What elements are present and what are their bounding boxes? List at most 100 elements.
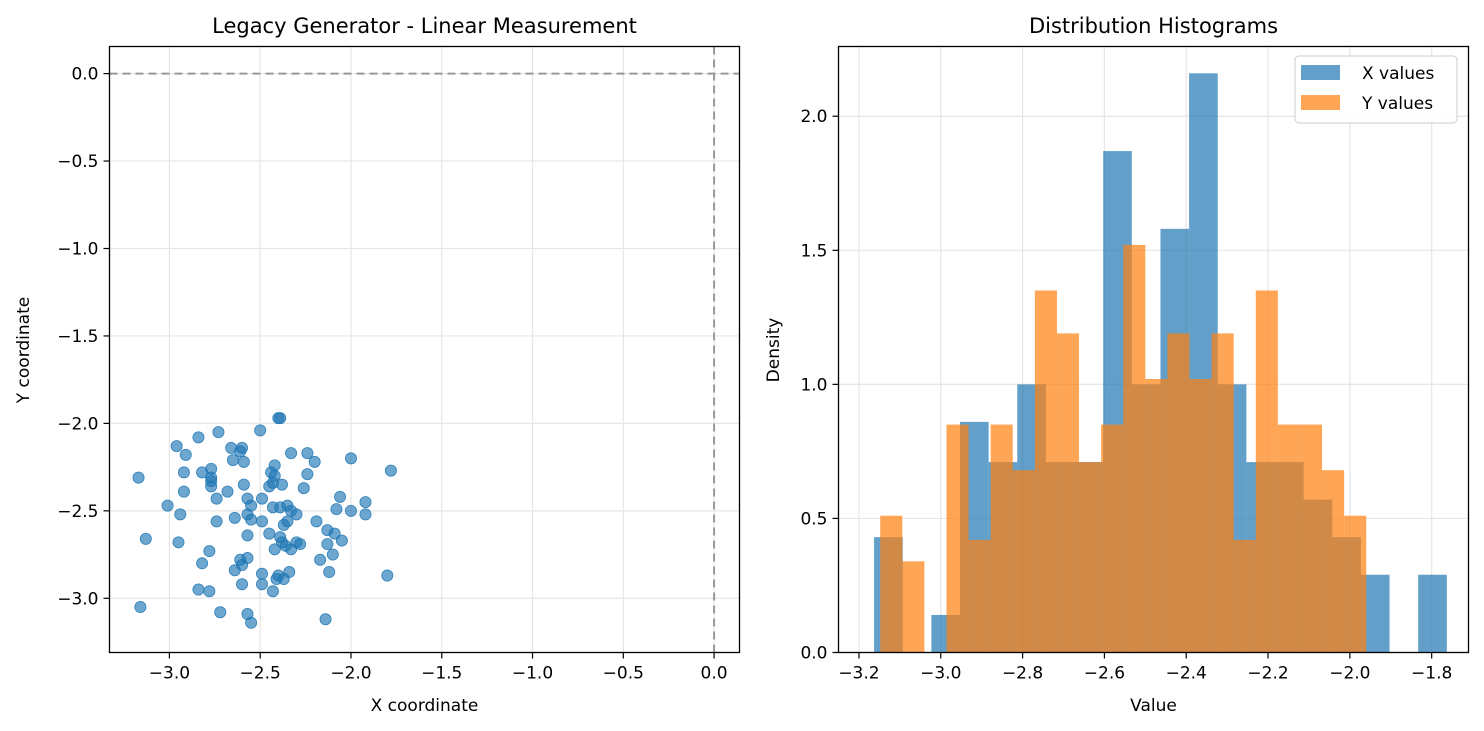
scatter-point xyxy=(192,431,205,444)
scatter-x-tick-label: −1.0 xyxy=(512,664,553,684)
histogram-bar-y-values xyxy=(1056,333,1080,653)
scatter-point xyxy=(290,508,303,521)
scatter-point xyxy=(177,466,190,479)
scatter-point xyxy=(285,447,298,460)
histogram-bar-y-values xyxy=(1145,378,1168,653)
histogram-bar-y-values xyxy=(968,539,991,653)
scatter-y-axis-label: Y coordinate xyxy=(14,297,34,404)
scatter-x-tick-label: 0.0 xyxy=(701,664,728,684)
scatter-point xyxy=(314,553,327,566)
scatter-point xyxy=(270,573,283,586)
histogram-x-tick-label: −2.8 xyxy=(1002,664,1043,684)
histogram-x-axis-label: Value xyxy=(1130,696,1177,716)
scatter-point xyxy=(214,606,227,619)
scatter-point xyxy=(210,515,223,528)
legend-label-y-values: Y values xyxy=(1361,94,1433,114)
histogram-axes-frame xyxy=(837,45,1470,654)
histogram-bar-y-values xyxy=(1012,470,1035,653)
scatter-point xyxy=(256,492,269,505)
scatter-point xyxy=(205,480,218,493)
histogram-bar-y-values xyxy=(1299,424,1323,653)
scatter-point xyxy=(344,504,357,517)
legend-swatch-y-values xyxy=(1301,95,1340,110)
scatter-y-tick-label: −3.0 xyxy=(57,589,98,609)
scatter-point xyxy=(134,601,147,614)
scatter-point xyxy=(310,515,323,528)
histogram-y-tick-label: 0.5 xyxy=(800,509,827,529)
histogram-y-tick-label: 1.0 xyxy=(800,375,827,395)
scatter-x-tick-label: −2.5 xyxy=(240,664,281,684)
histogram-bar-y-values xyxy=(1167,333,1190,653)
scatter-point xyxy=(266,585,279,598)
histogram-y-tick-label: 2.0 xyxy=(800,107,827,127)
scatter-point xyxy=(212,426,225,439)
scatter-point xyxy=(132,471,145,484)
scatter-point xyxy=(226,454,239,467)
scatter-x-tick-label: −1.5 xyxy=(421,664,462,684)
scatter-point xyxy=(359,508,372,521)
scatter-point xyxy=(326,548,339,561)
scatter-x-axis-label: X coordinate xyxy=(371,696,479,716)
scatter-point xyxy=(328,527,341,540)
scatter-point xyxy=(203,585,216,598)
histogram-y-axis-label: Density xyxy=(764,318,784,383)
histogram-x-tick-label: −3.2 xyxy=(838,664,879,684)
scatter-point xyxy=(334,490,347,503)
scatter-point xyxy=(308,455,321,468)
scatter-point xyxy=(256,515,269,528)
scatter-point xyxy=(301,447,314,460)
scatter-point xyxy=(228,564,241,577)
scatter-point xyxy=(237,455,250,468)
scatter-point xyxy=(161,499,174,512)
scatter-y-tick-label: −0.5 xyxy=(57,152,98,172)
scatter-point xyxy=(321,538,334,551)
scatter-point xyxy=(359,496,372,509)
histogram-bar-y-values xyxy=(1101,424,1124,653)
scatter-point xyxy=(177,485,190,498)
histogram-x-tick-label: −2.6 xyxy=(1084,664,1125,684)
scatter-x-tick-label: −2.0 xyxy=(330,664,371,684)
scatter-point xyxy=(323,566,336,579)
histogram-bar-x-values xyxy=(1418,574,1447,653)
scatter-y-tick-label: −1.5 xyxy=(57,327,98,347)
scatter-point xyxy=(139,532,152,545)
scatter-point xyxy=(330,503,343,516)
histogram-bar-y-values xyxy=(1034,290,1057,653)
scatter-point xyxy=(294,538,307,551)
scatter-point xyxy=(297,482,310,495)
histogram-x-tick-label: −1.8 xyxy=(1411,664,1452,684)
scatter-point xyxy=(241,529,254,542)
scatter-point xyxy=(234,445,247,458)
scatter-point xyxy=(245,513,258,526)
scatter-point xyxy=(174,508,187,521)
histogram-bar-y-values xyxy=(1189,378,1212,653)
histogram-bar-y-values xyxy=(946,424,969,653)
histogram-bar-y-values xyxy=(1211,333,1234,653)
scatter-panel: Legacy Generator - Linear Measurement −3… xyxy=(14,14,741,716)
scatter-y-tick-label: −1.0 xyxy=(57,240,98,260)
scatter-point xyxy=(172,536,185,549)
scatter-point xyxy=(221,485,234,498)
histogram-bar-y-values xyxy=(1322,470,1345,653)
scatter-point xyxy=(254,424,267,437)
histogram-bar-y-values xyxy=(1255,290,1278,653)
histogram-title: Distribution Histograms xyxy=(1029,14,1278,38)
legend-label-x-values: X values xyxy=(1362,64,1434,84)
histogram-bar-y-values xyxy=(1277,424,1300,653)
scatter-y-tick-label: −2.0 xyxy=(57,414,98,434)
scatter-point xyxy=(256,567,269,580)
scatter-point xyxy=(335,534,348,547)
scatter-point xyxy=(381,569,394,582)
scatter-point xyxy=(196,557,209,570)
scatter-point xyxy=(277,518,290,531)
histogram-x-tick-label: −2.0 xyxy=(1329,664,1370,684)
scatter-point xyxy=(384,464,397,477)
histogram-x-tick-label: −2.2 xyxy=(1247,664,1288,684)
scatter-title: Legacy Generator - Linear Measurement xyxy=(212,14,637,38)
scatter-point xyxy=(301,468,314,481)
histogram-bar-y-values xyxy=(880,515,903,653)
scatter-point xyxy=(268,543,281,556)
scatter-axes-frame xyxy=(108,45,741,654)
histogram-bar-y-values xyxy=(1123,244,1146,653)
